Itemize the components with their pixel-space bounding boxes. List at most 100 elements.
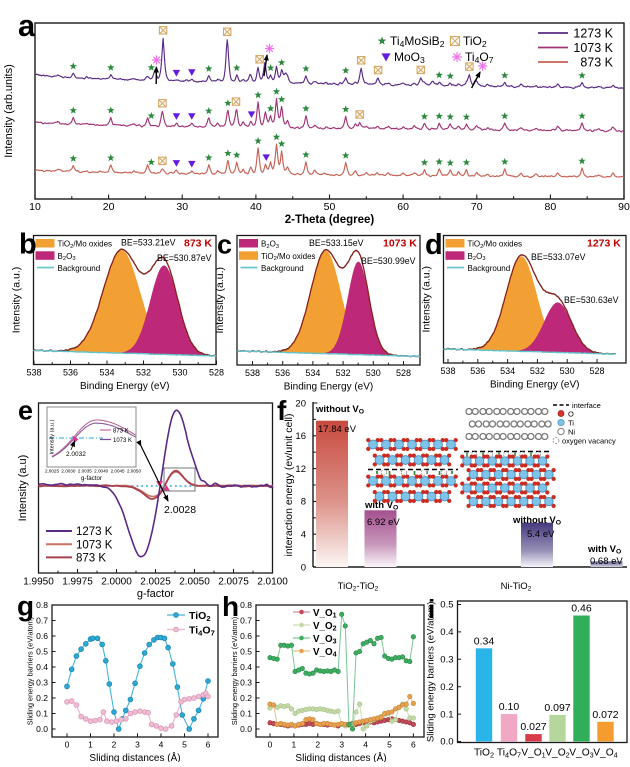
svg-text:0.5: 0.5 [240,647,252,657]
svg-text:0.4: 0.4 [36,662,48,672]
svg-text:g-factor: g-factor [137,588,175,600]
svg-text:0.1: 0.1 [440,709,453,720]
svg-text:536: 536 [63,368,78,378]
svg-text:6.92 eV: 6.92 eV [367,517,400,528]
svg-text:Background: Background [261,264,304,273]
svg-text:536: 536 [470,366,485,376]
svg-text:2.0040: 2.0040 [94,469,108,474]
svg-text:Sliding distances (Å): Sliding distances (Å) [295,751,386,762]
svg-text:Binding Energy (eV): Binding Energy (eV) [490,380,580,391]
svg-text:0.0: 0.0 [36,724,48,734]
svg-text:1.9950: 1.9950 [23,577,54,588]
svg-text:4: 4 [301,530,306,541]
svg-text:without VO​: without VO​ [315,404,364,416]
svg-text:TiO2​/Mo oxides: TiO2​/Mo oxides [58,240,113,250]
svg-text:0.027: 0.027 [520,721,546,733]
svg-text:Intensity (a.u.): Intensity (a.u.) [50,419,56,454]
svg-text:0.8: 0.8 [36,600,48,610]
svg-text:0.097: 0.097 [544,702,570,714]
svg-text:2.0025: 2.0025 [140,577,171,588]
svg-text:534: 534 [99,368,114,378]
svg-text:873 K: 873 K [113,429,129,435]
svg-text:without VO​: without VO​ [512,515,561,527]
svg-text:0.34: 0.34 [474,635,495,647]
svg-text:interface: interface [572,401,601,410]
svg-text:BE=533.21eV: BE=533.21eV [121,238,176,248]
svg-text:532: 532 [336,368,351,378]
svg-text:oxygen vacancy: oxygen vacancy [562,437,616,446]
svg-text:Ti: Ti [568,419,574,428]
svg-text:6: 6 [411,740,416,750]
svg-text:17.84 eV: 17.84 eV [318,424,357,435]
svg-text:2.0050: 2.0050 [127,469,141,474]
svg-text:1073 K: 1073 K [573,41,613,55]
svg-text:2.0000: 2.0000 [101,577,132,588]
svg-text:534: 534 [500,366,515,376]
svg-text:532: 532 [136,368,151,378]
svg-text:Sliding energy barriers (eV/at: Sliding energy barriers (eV/atom) [26,617,35,725]
svg-text:530: 530 [366,368,381,378]
svg-text:0.0: 0.0 [240,724,252,734]
svg-text:528: 528 [589,366,604,376]
svg-text:538: 538 [440,366,455,376]
svg-text:534: 534 [305,368,320,378]
svg-text:4: 4 [159,740,164,750]
svg-text:530: 530 [172,368,187,378]
svg-text:2.0100: 2.0100 [257,577,288,588]
svg-text:2.0045: 2.0045 [111,469,125,474]
svg-text:Intensity (a.u.): Intensity (a.u.) [214,267,226,334]
svg-text:873 K: 873 K [580,56,613,70]
svg-text:1.9975: 1.9975 [62,577,93,588]
svg-text:Ti4​MoSiB2​: Ti4​MoSiB2​ [390,34,445,49]
svg-text:1273 K: 1273 K [587,238,621,250]
svg-text:538: 538 [245,368,260,378]
svg-text:528: 528 [209,368,224,378]
svg-text:0.10: 0.10 [499,701,520,713]
svg-text:538: 538 [26,368,41,378]
svg-text:0.3: 0.3 [240,678,252,688]
svg-text:20: 20 [295,398,306,409]
svg-text:e: e [18,396,33,426]
svg-text:0: 0 [268,740,273,750]
svg-text:0.6: 0.6 [36,631,48,641]
svg-text:1: 1 [88,740,93,750]
svg-text:b: b [19,229,37,261]
svg-text:50: 50 [324,201,336,213]
svg-text:Intensity (a.u.): Intensity (a.u.) [11,267,23,334]
svg-text:2.0075: 2.0075 [218,577,249,588]
svg-text:2: 2 [112,740,117,750]
svg-text:2.0032: 2.0032 [66,451,86,458]
svg-text:0.2: 0.2 [440,682,453,693]
svg-text:2.0050: 2.0050 [179,577,210,588]
svg-text:873 K: 873 K [76,553,106,565]
svg-text:0.5: 0.5 [440,600,453,611]
svg-text:Intensity (a.u.): Intensity (a.u.) [421,266,433,333]
svg-text:0: 0 [65,740,70,750]
svg-text:528: 528 [396,368,411,378]
svg-text:1073 K: 1073 K [113,438,132,444]
svg-text:Binding Energy (eV): Binding Energy (eV) [80,381,170,392]
svg-text:530: 530 [560,366,575,376]
svg-text:0.3: 0.3 [36,678,48,688]
svg-text:Background: Background [58,264,101,273]
svg-text:O: O [568,410,574,419]
svg-text:BE=530.87eV: BE=530.87eV [157,253,212,263]
svg-text:0.1: 0.1 [36,709,48,719]
svg-text:80: 80 [545,201,557,213]
svg-text:70: 70 [471,201,483,213]
svg-text:6: 6 [206,740,211,750]
svg-text:0.3: 0.3 [440,655,453,666]
svg-text:2-Theta (degree): 2-Theta (degree) [285,214,375,226]
svg-text:0: 0 [301,562,306,573]
svg-text:TiO2​/Mo oxides: TiO2​/Mo oxides [468,240,523,250]
svg-text:8: 8 [301,497,306,508]
svg-text:90: 90 [618,201,630,213]
svg-text:g-factor: g-factor [81,475,102,482]
svg-text:1273 K: 1273 K [573,27,613,41]
svg-text:3: 3 [339,740,344,750]
svg-text:0.7: 0.7 [36,616,48,626]
svg-text:2.0028: 2.0028 [164,504,196,516]
svg-text:1073 K: 1073 K [76,539,113,551]
svg-text:1073 K: 1073 K [383,238,417,250]
svg-text:0.4: 0.4 [440,627,453,638]
